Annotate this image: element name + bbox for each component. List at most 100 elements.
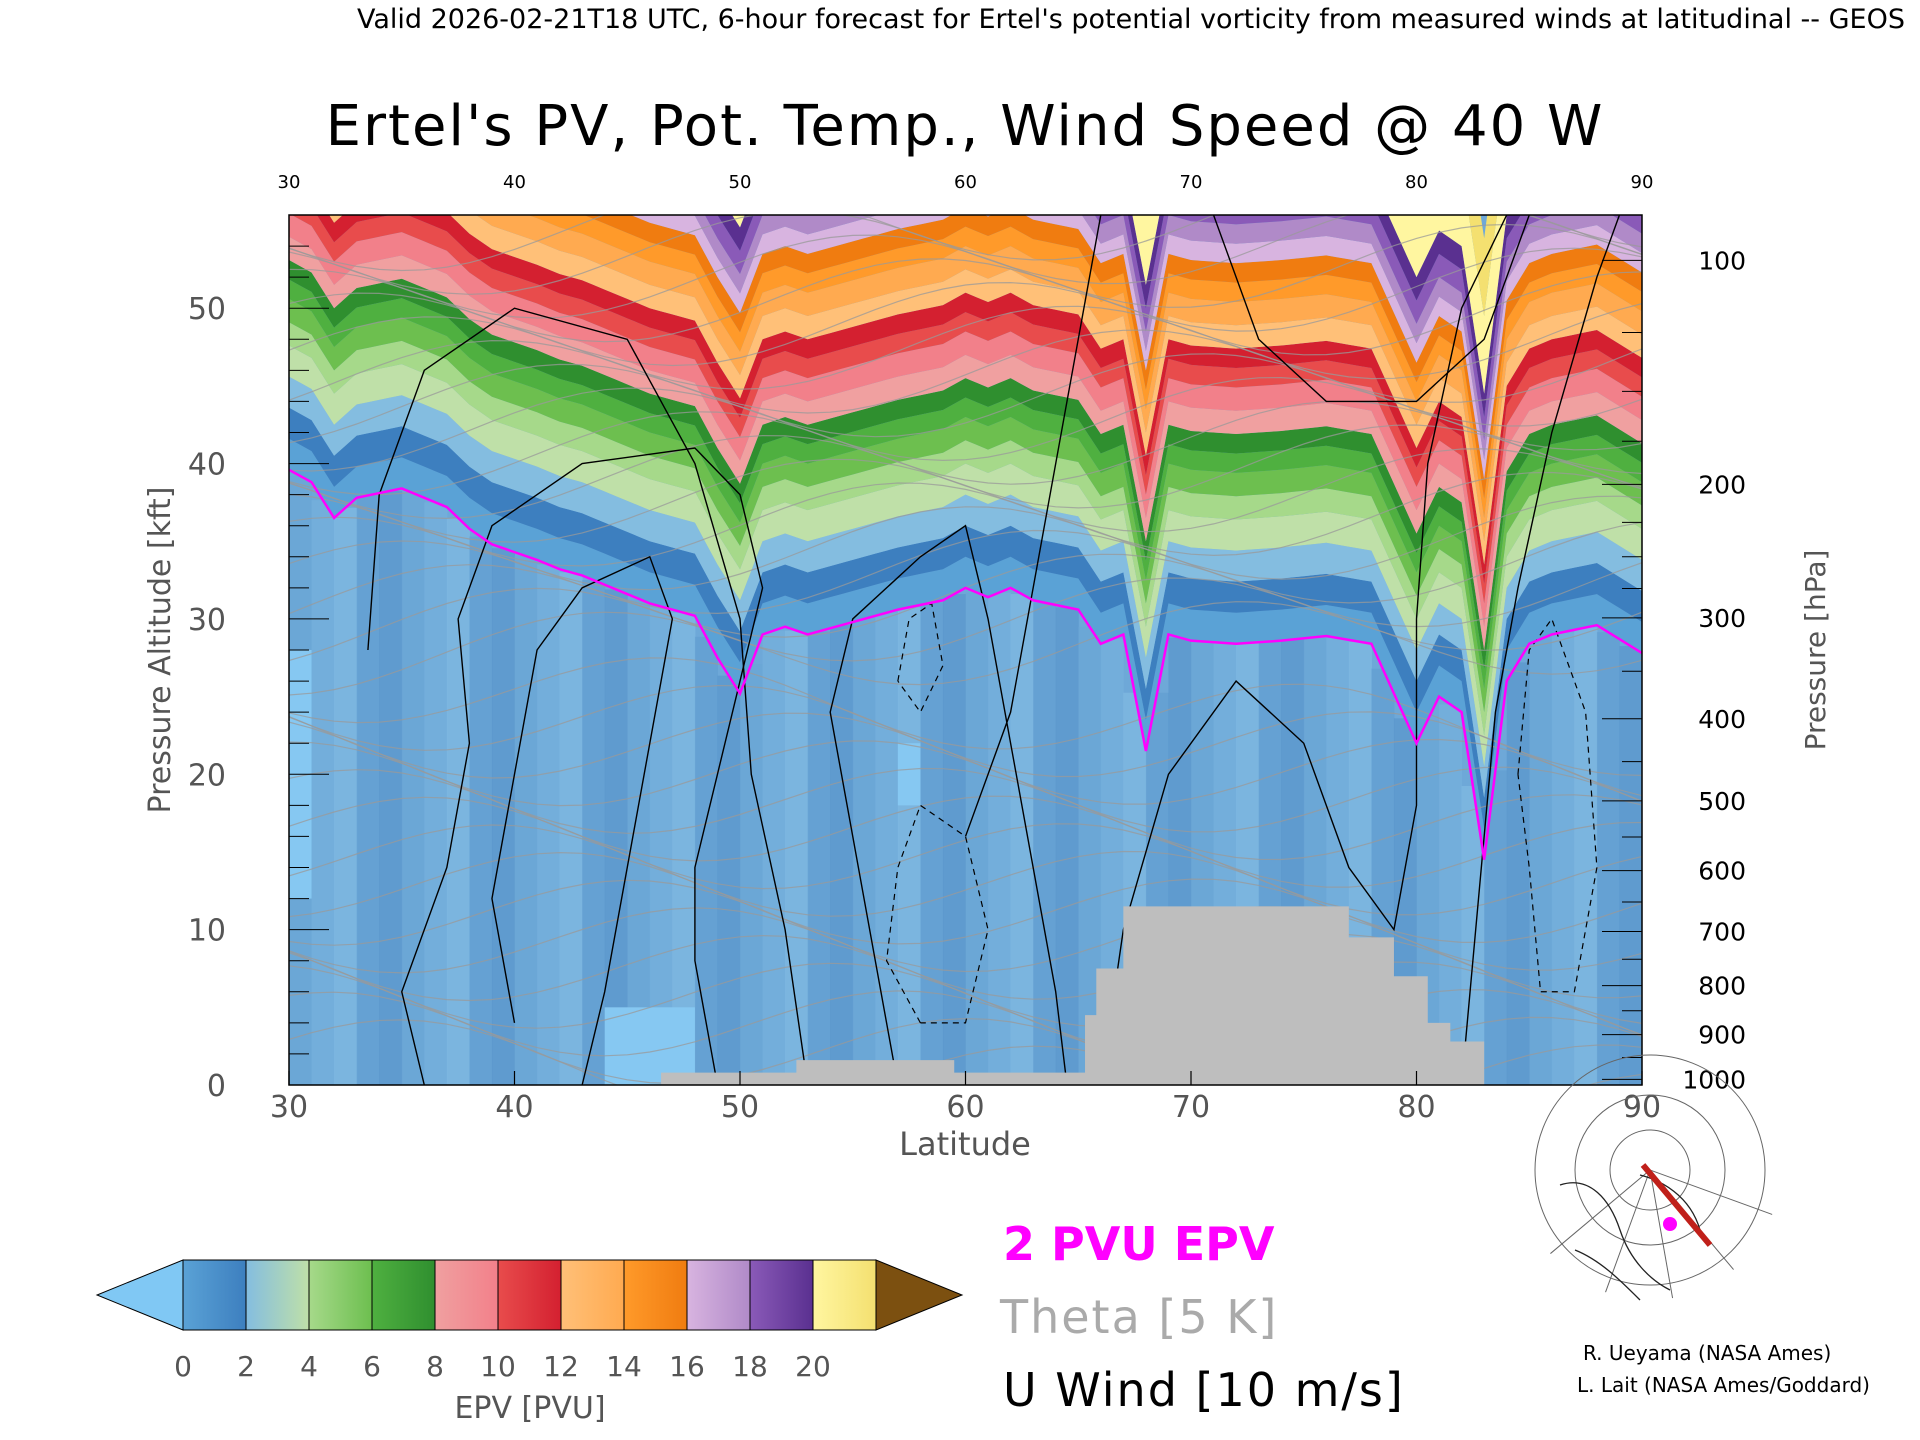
field-column	[1551, 632, 1575, 1085]
pv-band	[329, 215, 1642, 565]
y-axis-label: Pressure Altitude [kft]	[143, 487, 178, 814]
colorbar-segment	[749, 1259, 814, 1331]
y-tick-label: 30	[188, 603, 226, 638]
pressure-tick-label: 900	[1698, 1021, 1746, 1050]
wind-contour	[1212, 215, 1530, 403]
field-column	[537, 564, 561, 1085]
colorbar-segment	[560, 1259, 625, 1331]
colorbar-segment	[182, 1259, 247, 1331]
wind-contour	[829, 524, 1068, 1085]
wind-contour	[964, 215, 1102, 837]
pv-band	[289, 260, 1642, 670]
field-column	[559, 572, 583, 1085]
y-axis-left: 0 10 20 30 40 50	[188, 214, 329, 1104]
y-tick-label: 20	[188, 758, 226, 793]
colorbar: 0 2 4 6 8 10 12 14 16 18 20	[95, 1259, 964, 1383]
pressure-tick-label: 200	[1698, 470, 1746, 499]
field-column	[514, 556, 538, 1085]
field-column	[1055, 607, 1079, 1085]
legend-item-theta: Theta [5 K]	[999, 1290, 1278, 1344]
legend-item-uwind: U Wind [10 m/s]	[1003, 1363, 1405, 1417]
map-latitude-circle	[1609, 1129, 1691, 1211]
field-column	[740, 663, 764, 1085]
terrain-mask	[661, 906, 1485, 1085]
pv-band	[289, 376, 1642, 798]
colorbar-tick-label: 12	[543, 1350, 579, 1383]
x-tick-label: 80	[1397, 1090, 1435, 1125]
colorbar-label: EPV [PVU]	[454, 1391, 605, 1426]
field-column	[424, 502, 448, 1085]
field-column	[379, 490, 403, 1085]
pv-band	[289, 279, 1642, 689]
colorbar-segment	[497, 1259, 562, 1331]
field-column	[334, 507, 358, 1085]
pressure-tick-label: 600	[1698, 857, 1746, 886]
pv-band	[476, 215, 1642, 542]
pv-band	[528, 215, 1642, 518]
wind-contour	[401, 447, 764, 1085]
field-column	[469, 536, 493, 1085]
field-column	[1596, 632, 1620, 1085]
x-axis-top: 30 40 50 60 70 80 90	[278, 172, 1654, 193]
pressure-tick-label: 500	[1698, 787, 1746, 816]
wind-contour	[367, 307, 809, 1085]
map-latitude-circle	[1534, 1054, 1766, 1286]
pv-band	[717, 215, 1521, 417]
pv-band	[289, 215, 1642, 627]
field-column	[1484, 770, 1508, 1085]
chart-title: Ertel's PV, Pot. Temp., Wind Speed @ 40 …	[326, 94, 1605, 159]
colorbar-under-arrow	[95, 1259, 184, 1331]
theta-contour	[289, 796, 1642, 916]
field-column	[356, 495, 380, 1085]
y-tick-label: 50	[188, 292, 226, 327]
theta-contour	[289, 991, 1642, 1085]
colorbar-over-arrow	[875, 1259, 964, 1331]
y-axis-right-label: Pressure [hPa]	[1799, 550, 1832, 751]
field-column	[942, 594, 966, 1085]
y-axis-right: 100 200 300 400 500 600 700 800 900 1000	[1602, 246, 1746, 1094]
colorbar-segment	[371, 1259, 436, 1331]
theta-contour	[289, 353, 1642, 444]
theta-contour	[289, 400, 1642, 496]
theta-contour	[289, 215, 1642, 295]
x-tick-label-top: 30	[278, 172, 301, 193]
x-tick-label-top: 70	[1180, 172, 1203, 193]
theta-contour	[289, 741, 1642, 861]
colorbar-segment	[245, 1259, 310, 1331]
colorbar-tick-label: 18	[732, 1350, 768, 1383]
y-tick-label: 0	[207, 1069, 226, 1104]
x-axis-bottom: 30 40 50 60 70 80 90	[270, 1071, 1661, 1125]
colorbar-tick-label: 16	[669, 1350, 705, 1383]
colorbar-segment	[623, 1259, 688, 1331]
theta-contour	[289, 424, 1642, 520]
field-column	[491, 548, 515, 1085]
theta-contour	[289, 824, 1642, 943]
field-column	[649, 606, 673, 1085]
theta-contour	[289, 303, 1642, 390]
x-tick-label: 40	[495, 1090, 533, 1125]
colorbar-segment	[812, 1259, 877, 1331]
map-cross-section-track	[1640, 1163, 1713, 1247]
pv-band	[289, 345, 1642, 767]
field-column	[830, 625, 854, 1085]
terrain-block	[661, 906, 1485, 1085]
field-column	[1506, 662, 1530, 1085]
map-latitude-circle	[1574, 1094, 1726, 1246]
field-column	[785, 630, 809, 1085]
inset-map	[1534, 1054, 1773, 1305]
colorbar-tick-label: 10	[480, 1350, 516, 1383]
map-meridian	[1550, 1169, 1651, 1254]
pressure-tick-label: 800	[1698, 972, 1746, 1001]
x-tick-label: 70	[1172, 1090, 1210, 1125]
field-column	[1010, 594, 1034, 1085]
pv-band	[631, 215, 1642, 480]
field-column	[1078, 626, 1102, 1085]
credit-line-2: L. Lait (NASA Ames/Goddard)	[1577, 1373, 1870, 1397]
field-column	[1619, 646, 1642, 1085]
tropopause-2pvu-line	[289, 468, 1642, 860]
pv-band	[732, 215, 1507, 394]
map-meridian	[1605, 1169, 1651, 1293]
pv-band	[289, 438, 1642, 860]
x-tick-label-top: 80	[1405, 172, 1428, 193]
colorbar-segment	[434, 1259, 499, 1331]
